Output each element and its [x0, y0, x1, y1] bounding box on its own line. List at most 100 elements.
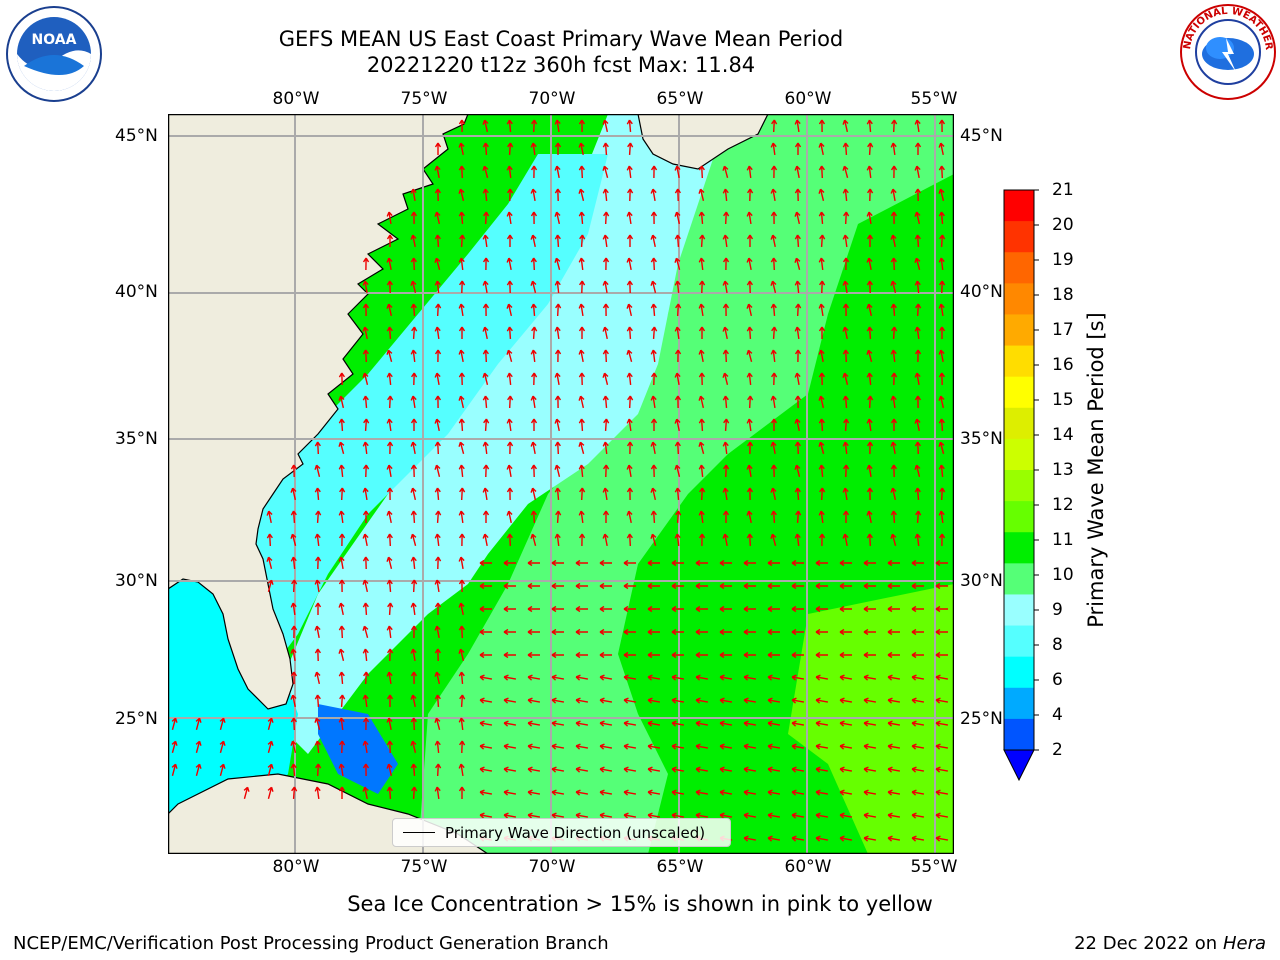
wave-arrow — [767, 743, 781, 750]
wave-arrow — [527, 812, 541, 819]
wave-arrow — [866, 234, 874, 247]
wave-arrow — [887, 582, 900, 590]
wave-arrow — [527, 651, 540, 659]
wave-arrow — [770, 188, 777, 202]
wave-arrow — [770, 142, 777, 156]
wave-arrow — [911, 651, 924, 659]
wave-arrow — [410, 740, 417, 753]
wave-arrow — [911, 789, 925, 796]
wave-arrow — [770, 533, 777, 546]
wave-arrow — [911, 674, 925, 681]
wave-arrow — [651, 326, 658, 340]
wave-arrow — [722, 326, 729, 340]
wave-arrow — [794, 395, 802, 409]
wave-arrow — [386, 717, 393, 731]
wave-arrow — [554, 142, 562, 155]
wave-arrow — [458, 326, 466, 339]
wave-arrow — [839, 651, 852, 659]
wave-arrow — [866, 257, 873, 271]
wave-arrow — [794, 280, 801, 294]
wave-arrow — [314, 533, 321, 547]
wave-arrow — [551, 766, 565, 773]
wave-arrow — [722, 165, 729, 178]
wave-arrow — [554, 326, 561, 340]
wave-arrow — [267, 740, 274, 753]
wave-arrow — [575, 674, 589, 681]
wave-arrow — [674, 234, 681, 248]
wave-arrow — [719, 743, 733, 750]
wave-arrow — [434, 671, 441, 685]
wave-arrow — [458, 602, 465, 616]
wave-arrow — [767, 766, 781, 773]
wave-arrow — [386, 303, 393, 317]
colorbar-tick-label: 21 — [1052, 180, 1074, 200]
wave-arrow — [719, 789, 733, 796]
wave-arrow — [410, 464, 418, 478]
wave-arrow — [603, 211, 610, 225]
wave-arrow — [839, 789, 853, 796]
wave-arrow — [794, 257, 801, 270]
wave-arrow — [507, 395, 514, 409]
wave-arrow — [770, 211, 778, 225]
wave-arrow — [503, 582, 516, 590]
wave-arrow — [555, 303, 562, 317]
wave-arrow — [290, 717, 297, 731]
wave-arrow — [599, 605, 612, 613]
wave-arrow — [458, 510, 465, 524]
colorbar-tick-label: 4 — [1052, 705, 1063, 725]
wave-arrow — [458, 740, 466, 754]
wave-arrow — [743, 697, 757, 704]
wave-arrow — [843, 418, 850, 432]
wave-arrow — [818, 142, 825, 156]
legend-line-swatch — [403, 832, 435, 833]
wave-arrow — [623, 674, 637, 681]
wave-arrow — [434, 372, 441, 386]
wave-arrow — [698, 464, 705, 478]
wave-arrow — [458, 349, 465, 363]
wave-arrow — [695, 628, 708, 636]
wave-arrow — [647, 559, 660, 567]
wave-arrow — [459, 487, 466, 501]
lon-tick-bottom-60: 60°W — [784, 857, 832, 877]
wave-arrow — [935, 651, 948, 659]
wave-arrow — [551, 674, 565, 681]
wave-arrow — [674, 257, 681, 270]
wave-arrow — [914, 464, 921, 477]
noaa-logo-text: NOAA — [32, 32, 77, 48]
wave-arrow — [362, 303, 370, 317]
colorbar-segment — [1004, 501, 1034, 533]
wave-arrow — [578, 280, 586, 294]
wave-arrow — [866, 418, 873, 432]
wave-arrow — [602, 326, 609, 340]
wave-arrow — [551, 743, 565, 750]
wave-arrow — [674, 188, 682, 202]
wave-arrow — [338, 533, 346, 547]
wave-arrow — [839, 766, 853, 773]
wave-arrow — [578, 372, 586, 386]
wave-arrow — [290, 533, 297, 546]
wave-arrow — [719, 674, 733, 681]
wave-arrow — [483, 211, 490, 225]
chart-title: GEFS MEAN US East Coast Primary Wave Mea… — [0, 26, 1122, 78]
wave-arrow — [575, 628, 588, 636]
wave-arrow — [815, 651, 828, 659]
wave-arrow — [527, 743, 541, 750]
legend: Primary Wave Direction (unscaled) — [392, 818, 731, 847]
wave-arrow — [623, 720, 637, 727]
wave-arrow — [866, 441, 874, 455]
wave-arrow — [863, 628, 876, 636]
wave-arrow — [914, 326, 921, 340]
wave-arrow — [362, 763, 370, 777]
wave-arrow — [602, 188, 609, 202]
wave-arrow — [863, 697, 877, 704]
wave-arrow — [770, 418, 778, 431]
wave-arrow — [674, 165, 681, 179]
wave-arrow — [314, 625, 321, 639]
wave-arrow — [314, 648, 322, 662]
wave-arrow — [935, 674, 949, 681]
wave-arrow — [506, 464, 513, 478]
wave-arrow — [887, 720, 901, 727]
wave-arrow — [647, 697, 661, 704]
wave-arrow — [503, 605, 516, 613]
sea-ice-caption: Sea Ice Concentration > 15% is shown in … — [347, 892, 933, 916]
